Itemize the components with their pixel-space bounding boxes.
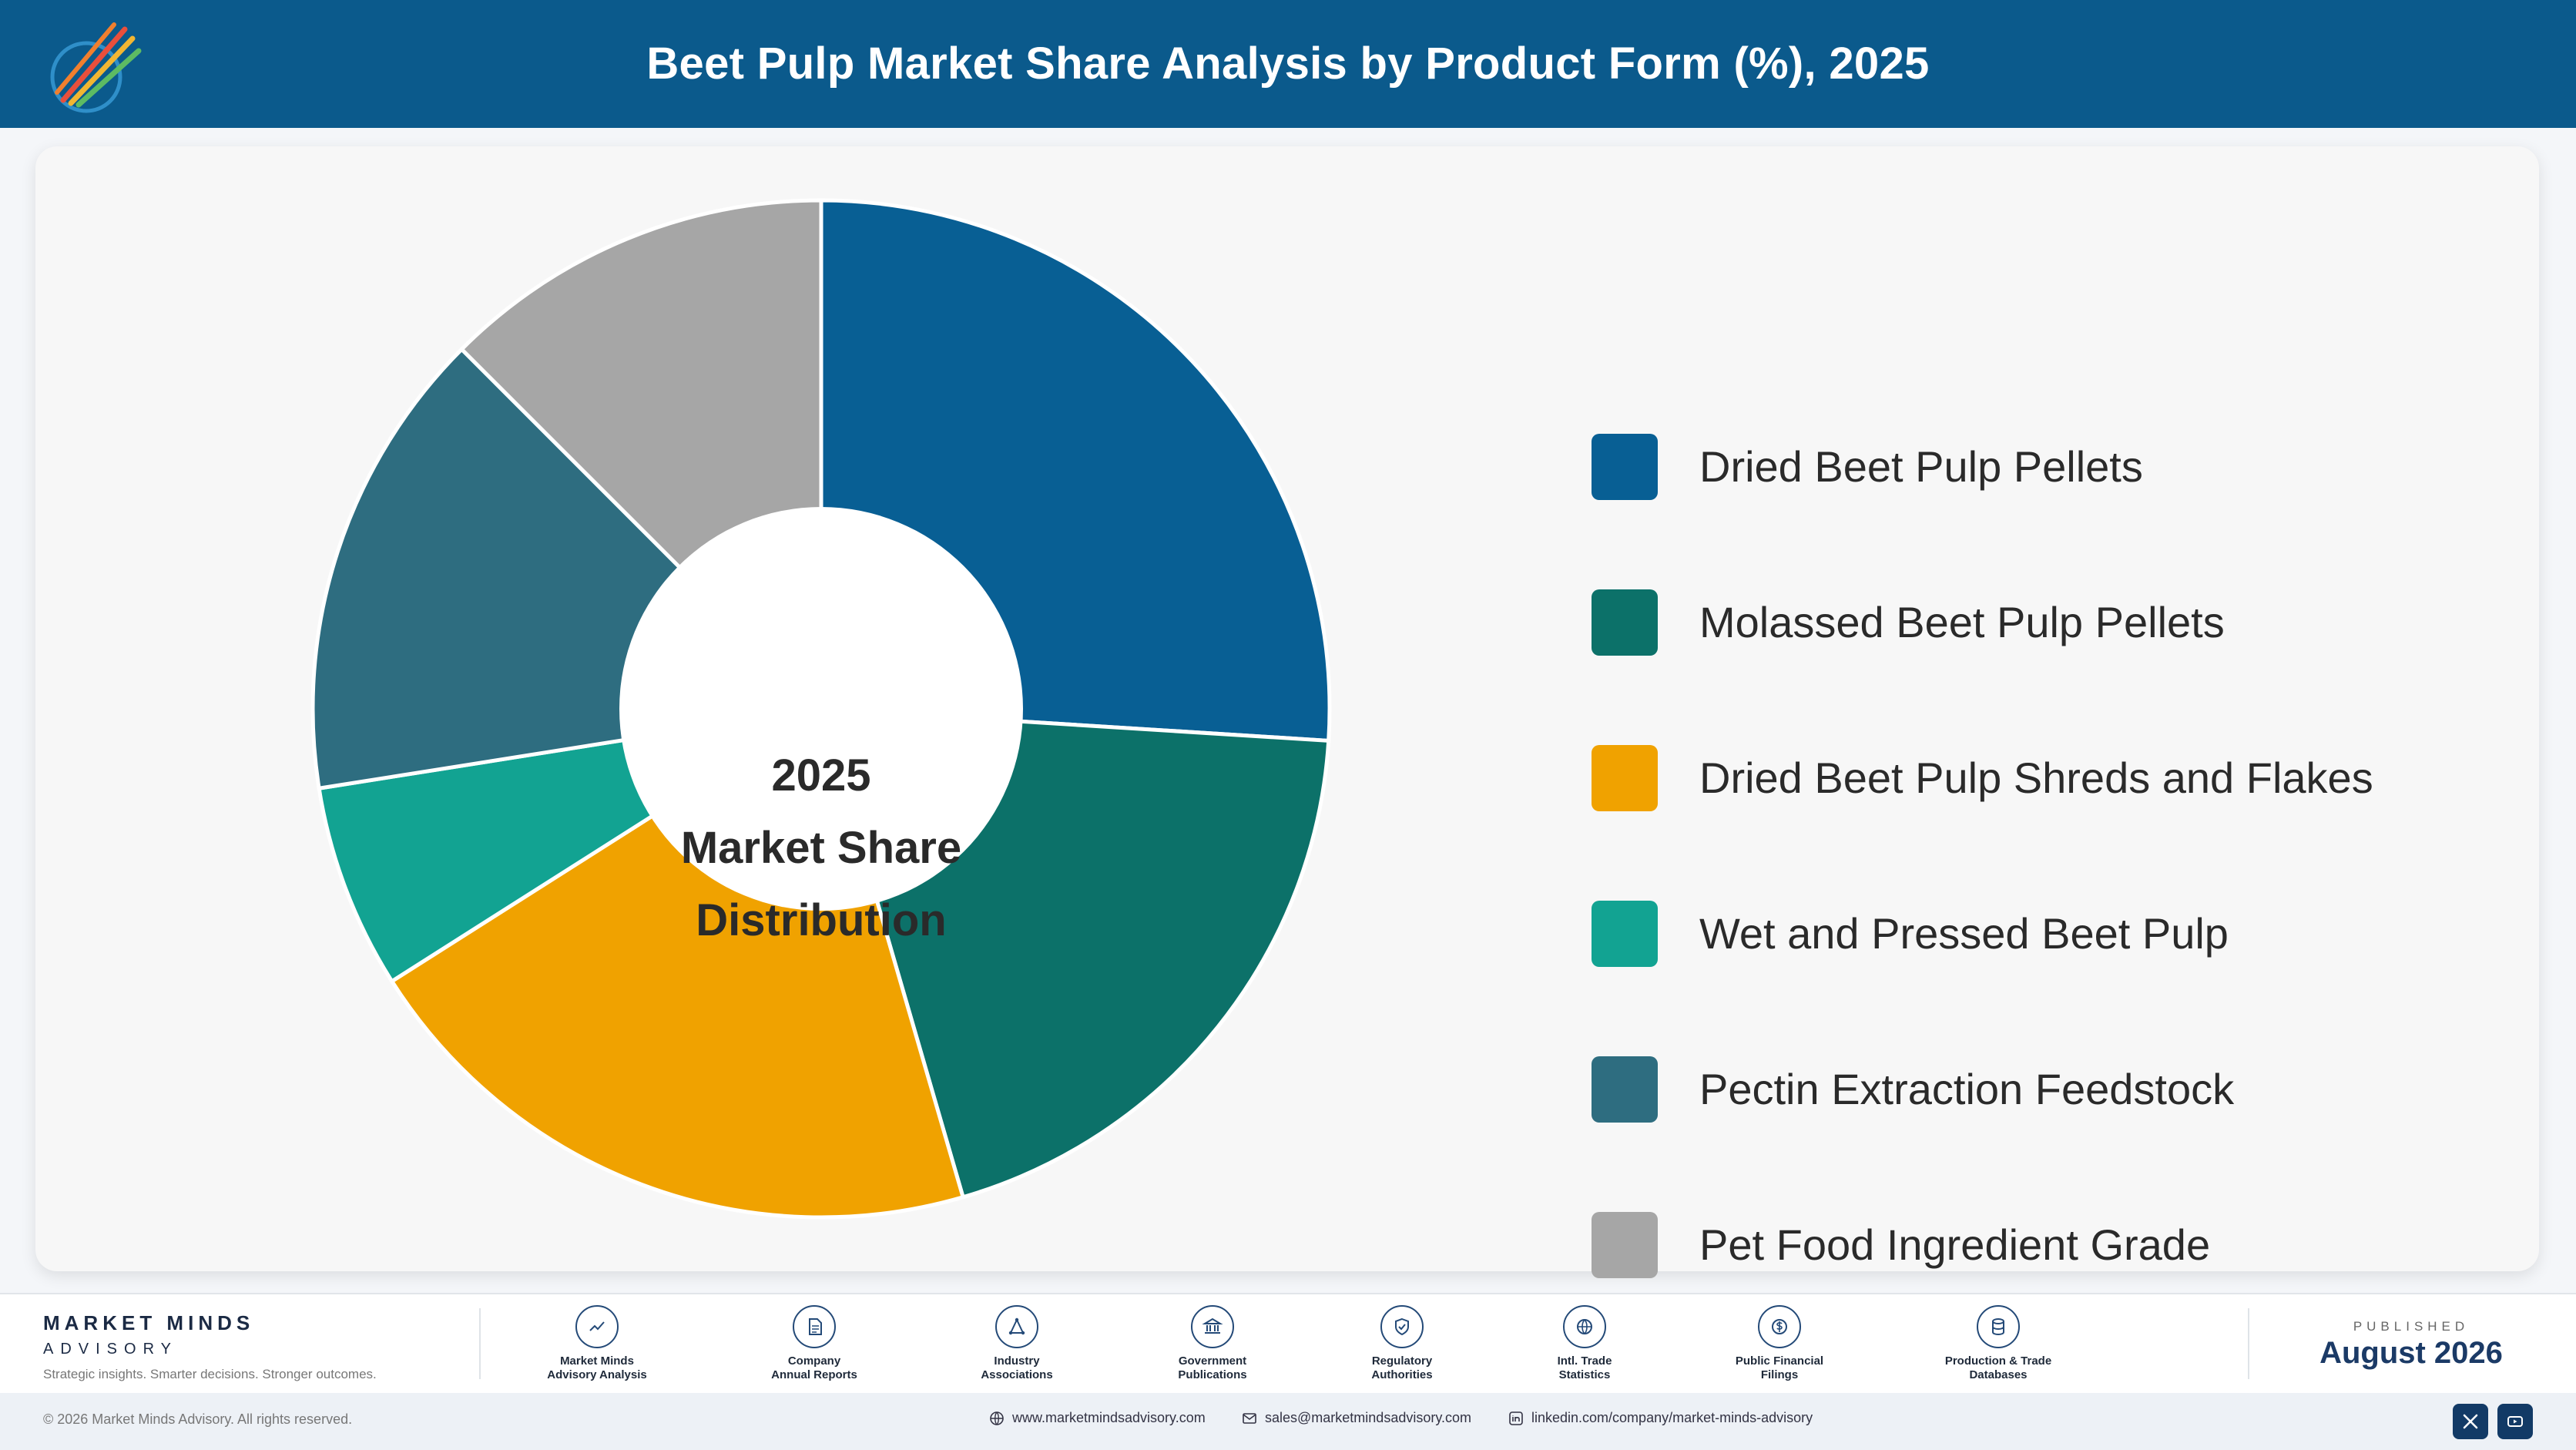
center-label-line-3: Distribution — [696, 895, 947, 945]
globe-icon — [1563, 1305, 1606, 1348]
mail-icon — [1243, 1412, 1256, 1424]
center-label-line-2: Market Share — [680, 823, 962, 873]
legend-label: Pet Food Ingredient Grade — [1699, 1220, 2211, 1269]
shield-check-icon — [1380, 1305, 1424, 1348]
currency-icon — [1758, 1305, 1801, 1348]
globe-icon — [990, 1411, 1004, 1425]
network-icon — [995, 1305, 1038, 1348]
linkedin-icon — [1509, 1411, 1523, 1425]
copyright-text: © 2026 Market Minds Advisory. All rights… — [43, 1411, 353, 1427]
source-item: Company Annual Reports — [741, 1305, 887, 1382]
source-label: Government Publications — [1178, 1354, 1247, 1381]
x-logo-icon — [2463, 1414, 2478, 1429]
brand-tagline: Strategic insights. Smarter decisions. S… — [43, 1367, 377, 1381]
source-item: Regulatory Authorities — [1329, 1305, 1475, 1382]
document-icon — [793, 1305, 836, 1348]
published-date: August 2026 — [2319, 1336, 2503, 1370]
database-icon — [1977, 1305, 2020, 1348]
source-label: Production & Trade Databases — [1944, 1354, 2052, 1381]
legend-swatch — [1592, 745, 1658, 811]
brand-subtitle: ADVISORY — [43, 1341, 178, 1358]
page-title: Beet Pulp Market Share Analysis by Produ… — [646, 39, 1930, 89]
legend-swatch — [1592, 589, 1658, 656]
linkedin-text: linkedin.com/company/market-minds-adviso… — [1531, 1410, 1813, 1425]
youtube-icon — [2507, 1416, 2523, 1427]
legend-swatch — [1592, 1212, 1658, 1278]
bottom-bar: © 2026 Market Minds Advisory. All rights… — [0, 1393, 2576, 1450]
youtube-social-button[interactable] — [2497, 1404, 2533, 1439]
trend-line-icon — [575, 1305, 619, 1348]
legend-label: Pectin Extraction Feedstock — [1699, 1065, 2235, 1113]
legend-label: Dried Beet Pulp Shreds and Flakes — [1699, 754, 2373, 802]
legend-label: Dried Beet Pulp Pellets — [1699, 442, 2143, 491]
source-item: Market Minds Advisory Analysis — [524, 1305, 670, 1382]
legend-swatch — [1592, 901, 1658, 967]
source-label: Industry Associations — [981, 1354, 1053, 1381]
source-label: Intl. Trade Statistics — [1557, 1354, 1612, 1381]
source-label: Market Minds Advisory Analysis — [547, 1354, 647, 1381]
legend-swatch — [1592, 434, 1658, 500]
source-label: Public Financial Filings — [1735, 1354, 1824, 1381]
center-label-line-1: 2025 — [771, 750, 871, 801]
source-label: Company Annual Reports — [771, 1354, 857, 1381]
legend-label: Wet and Pressed Beet Pulp — [1699, 909, 2229, 958]
source-item: Production & Trade Databases — [1925, 1305, 2071, 1382]
header-bar: Beet Pulp Market Share Analysis by Produ… — [0, 0, 2576, 128]
footer: MARKET MINDS ADVISORY Strategic insights… — [0, 1293, 2576, 1450]
brand-name: MARKET MINDS — [43, 1311, 255, 1334]
source-item: Intl. Trade Statistics — [1511, 1305, 1658, 1382]
website-link[interactable]: www.marketmindsadvisory.com — [989, 1410, 1206, 1426]
linkedin-link[interactable]: linkedin.com/company/market-minds-adviso… — [1508, 1410, 1813, 1426]
pie-chart — [310, 198, 1332, 1220]
published-label: PUBLISHED — [2353, 1319, 2470, 1334]
email-text: sales@marketmindsadvisory.com — [1265, 1410, 1472, 1425]
footer-divider — [2248, 1308, 2249, 1379]
legend-swatch — [1592, 1056, 1658, 1123]
market-minds-logo — [50, 22, 142, 113]
email-link[interactable]: sales@marketmindsadvisory.com — [1242, 1410, 1471, 1426]
chart-card: 2025 Market Share Distribution Dried Bee… — [35, 146, 2539, 1278]
website-text: www.marketmindsadvisory.com — [1012, 1410, 1206, 1425]
legend-label: Molassed Beet Pulp Pellets — [1699, 598, 2225, 646]
source-label: Regulatory Authorities — [1371, 1354, 1433, 1381]
donut-center-label: 2025 Market Share Distribution — [621, 740, 1021, 957]
x-social-button[interactable] — [2453, 1404, 2488, 1439]
source-item: Public Financial Filings — [1706, 1305, 1853, 1382]
source-item: Government Publications — [1139, 1305, 1286, 1382]
footer-divider — [479, 1308, 481, 1379]
donut-hole — [619, 507, 1023, 911]
source-item: Industry Associations — [944, 1305, 1090, 1382]
government-building-icon — [1191, 1305, 1234, 1348]
